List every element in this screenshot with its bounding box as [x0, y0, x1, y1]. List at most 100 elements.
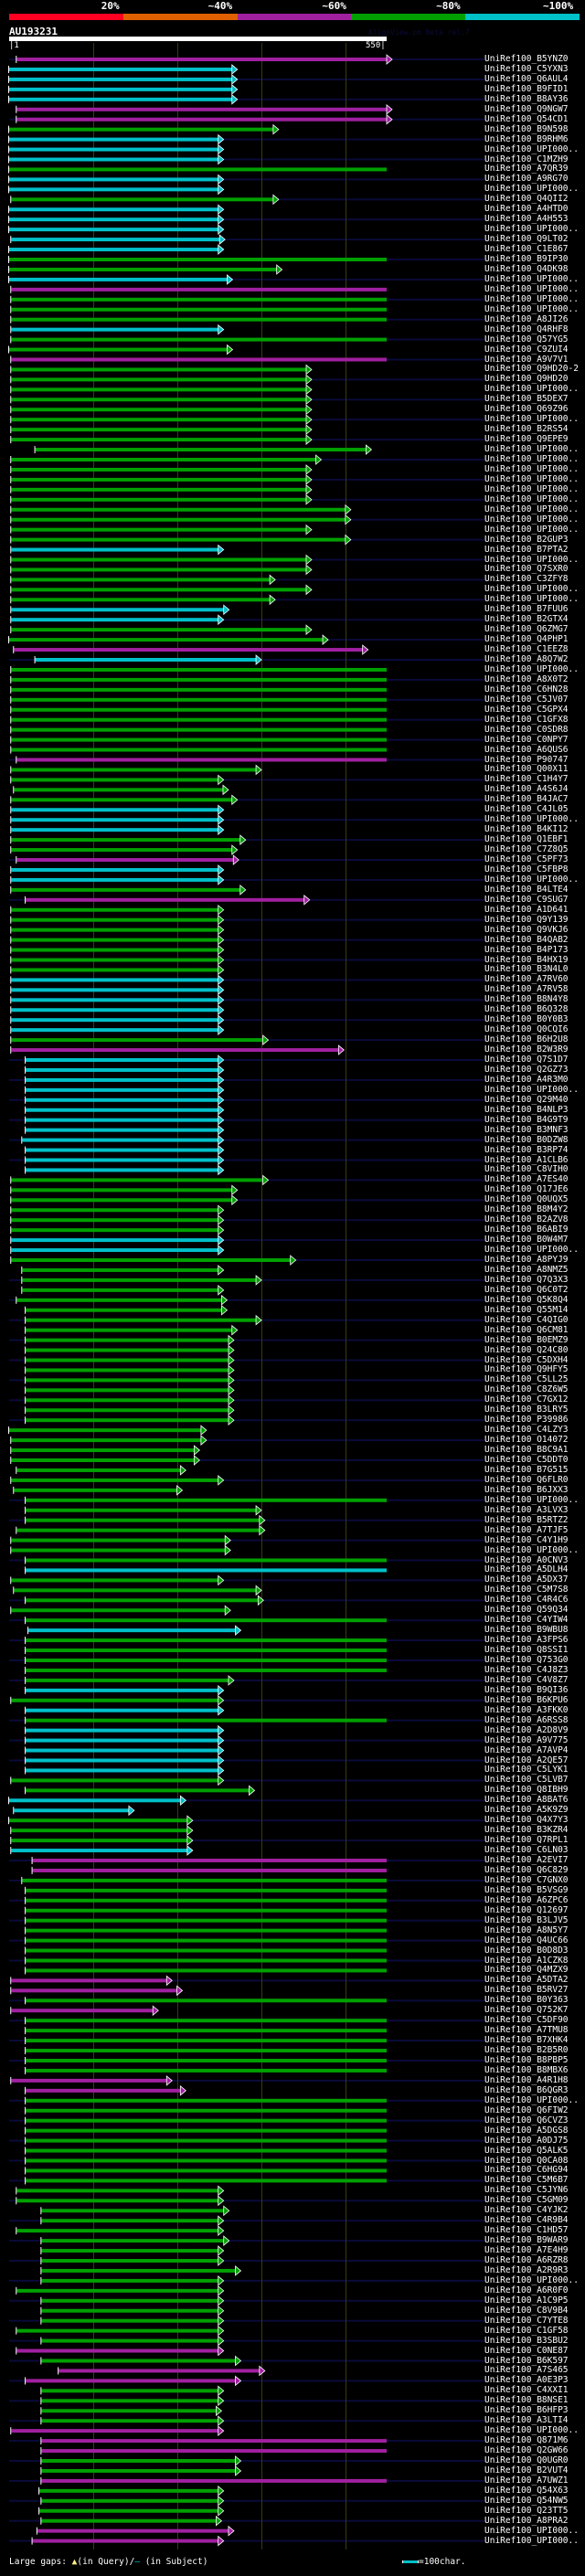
hit-label[interactable]: UniRef100_B2W3R9	[484, 1044, 569, 1055]
hit-label[interactable]: UniRef100_A7TMU8	[484, 2025, 569, 2036]
hit-label[interactable]: UniRef100_C7GX12	[484, 1394, 569, 1405]
hit-label[interactable]: UniRef100_B8NSE1	[484, 2395, 569, 2406]
hit-label[interactable]: UniRef100_B4LTE4	[484, 884, 569, 895]
hit-label[interactable]: UniRef100_B6HFP3	[484, 2405, 569, 2416]
hit-label[interactable]: UniRef100_Q9NGW7	[484, 103, 569, 114]
hit-label[interactable]: UniRef100_O14072	[484, 1435, 569, 1446]
hit-label[interactable]: UniRef100_A8X0T2	[484, 673, 569, 684]
hit-label[interactable]: UniRef100_B6JXX3	[484, 1484, 569, 1495]
hit-label[interactable]: UniRef100_A1C9P5	[484, 2295, 569, 2306]
hit-label[interactable]: UniRef100_C1GFX8	[484, 714, 569, 725]
hit-label[interactable]: UniRef100_UPI000..	[484, 2094, 579, 2105]
hit-label[interactable]: UniRef100_A2D8V9	[484, 1724, 569, 1735]
hit-label[interactable]: UniRef100_A8N5Y7	[484, 1924, 569, 1935]
hit-label[interactable]: UniRef100_A4HTD0	[484, 204, 569, 215]
hit-label[interactable]: UniRef100_A7ES40	[484, 1174, 569, 1185]
hit-label[interactable]: UniRef100_A6QUS6	[484, 744, 569, 755]
hit-label[interactable]: UniRef100_B6H2U8	[484, 1034, 569, 1045]
hit-label[interactable]: UniRef100_UPI000..	[484, 663, 579, 674]
hit-label[interactable]: UniRef100_UPI000..	[484, 303, 579, 314]
hit-label[interactable]: UniRef100_B2VUT4	[484, 2465, 569, 2475]
hit-label[interactable]: UniRef100_C1E867	[484, 244, 569, 255]
hit-label[interactable]: UniRef100_Q4DK98	[484, 263, 569, 274]
hit-label[interactable]: UniRef100_C5GM09	[484, 2195, 569, 2206]
hit-label[interactable]: UniRef100_A5DX37	[484, 1574, 569, 1585]
hit-label[interactable]: UniRef100_A8NMZ5	[484, 1264, 569, 1275]
hit-label[interactable]: UniRef100_B0DZW8	[484, 1134, 569, 1145]
hit-label[interactable]: UniRef100_C4LZY3	[484, 1425, 569, 1436]
hit-label[interactable]: UniRef100_UPI000..	[484, 1544, 579, 1555]
hit-label[interactable]: UniRef100_B4P173	[484, 944, 569, 955]
hit-label[interactable]: UniRef100_Q4X7Y3	[484, 1815, 569, 1826]
hit-label[interactable]: UniRef100_C9SUG7	[484, 894, 569, 905]
hit-label[interactable]: UniRef100_C4V8Z7	[484, 1674, 569, 1685]
hit-label[interactable]: UniRef100_B8PBP5	[484, 2055, 569, 2065]
hit-label[interactable]: UniRef100_C5GPX4	[484, 704, 569, 715]
hit-label[interactable]: UniRef100_A1CLB6	[484, 1154, 569, 1165]
hit-label[interactable]: UniRef100_A5K9Z9	[484, 1805, 569, 1816]
hit-label[interactable]: UniRef100_Q871M6	[484, 2435, 569, 2446]
hit-label[interactable]: UniRef100_A3FKK0	[484, 1704, 569, 1715]
hit-label[interactable]: UniRef100_Q2GW66	[484, 2445, 569, 2456]
hit-label[interactable]: UniRef100_A6RZR8	[484, 2255, 569, 2265]
hit-label[interactable]: UniRef100_B4JAC7	[484, 794, 569, 805]
hit-label[interactable]: UniRef100_Q9Y139	[484, 914, 569, 925]
hit-label[interactable]: UniRef100_B5RV27	[484, 1985, 569, 1996]
hit-label[interactable]: UniRef100_C4QIG0	[484, 1314, 569, 1325]
hit-label[interactable]: UniRef100_UPI000..	[484, 444, 579, 455]
hit-label[interactable]: UniRef100_B4NLP3	[484, 1104, 569, 1115]
hit-label[interactable]: UniRef100_C5M7S8	[484, 1585, 569, 1595]
hit-label[interactable]: UniRef100_C5YXN3	[484, 63, 569, 74]
hit-label[interactable]: UniRef100_Q5K8Q4	[484, 1294, 569, 1305]
hit-label[interactable]: UniRef100_A2R9R3	[484, 2264, 569, 2275]
hit-label[interactable]: UniRef100_C4YJK2	[484, 2205, 569, 2216]
hit-label[interactable]: UniRef100_C4R4C6	[484, 1595, 569, 1606]
hit-label[interactable]: UniRef100_A4S6J4	[484, 784, 569, 795]
hit-label[interactable]: UniRef100_Q7S1D7	[484, 1055, 569, 1065]
hit-label[interactable]: UniRef100_A7TJF5	[484, 1524, 569, 1535]
hit-label[interactable]: UniRef100_A7RV60	[484, 974, 569, 985]
hit-label[interactable]: UniRef100_UPI000..	[484, 2525, 579, 2536]
hit-label[interactable]: UniRef100_UPI000..	[484, 1245, 579, 1256]
hit-label[interactable]: UniRef100_Q7Q3X3	[484, 1274, 569, 1285]
hit-label[interactable]: UniRef100_A7UWZ1	[484, 2475, 569, 2486]
hit-label[interactable]: UniRef100_C5DDT0	[484, 1455, 569, 1465]
hit-label[interactable]: UniRef100_B0D8D3	[484, 1945, 569, 1956]
hit-label[interactable]: UniRef100_B5VSG9	[484, 1884, 569, 1895]
hit-label[interactable]: UniRef100_Q4RHF8	[484, 323, 569, 334]
hit-label[interactable]: UniRef100_B6KPU6	[484, 1694, 569, 1705]
hit-label[interactable]: UniRef100_UPI000..	[484, 1084, 579, 1095]
hit-label[interactable]: UniRef100_C5LYK1	[484, 1765, 569, 1776]
hit-label[interactable]: UniRef100_B3MNF3	[484, 1124, 569, 1135]
hit-label[interactable]: UniRef100_B0EMZ9	[484, 1334, 569, 1345]
hit-label[interactable]: UniRef100_A3FPS6	[484, 1635, 569, 1646]
hit-label[interactable]: UniRef100_C1HD57	[484, 2225, 569, 2236]
hit-label[interactable]: UniRef100_C5FBP8	[484, 864, 569, 875]
hit-label[interactable]: UniRef100_A2EVI7	[484, 1855, 569, 1865]
hit-label[interactable]: UniRef100_Q7RPL1	[484, 1835, 569, 1846]
hit-label[interactable]: UniRef100_A8PYJ9	[484, 1255, 569, 1265]
hit-label[interactable]: UniRef100_Q6FLR0	[484, 1474, 569, 1485]
hit-label[interactable]: UniRef100_UPI000..	[484, 504, 579, 514]
hit-label[interactable]: UniRef100_A5DTA2	[484, 1975, 569, 1986]
hit-label[interactable]: UniRef100_A8Q7W2	[484, 654, 569, 664]
hit-label[interactable]: UniRef100_C8Z6W5	[484, 1384, 569, 1395]
hit-label[interactable]: UniRef100_UPI000..	[484, 554, 579, 565]
hit-label[interactable]: UniRef100_Q6CVZ3	[484, 2115, 569, 2125]
hit-label[interactable]: UniRef100_C5PF73	[484, 854, 569, 864]
hit-label[interactable]: UniRef100_B6ABI9	[484, 1224, 569, 1235]
hit-label[interactable]: UniRef100_UPI000..	[484, 2535, 579, 2546]
hit-label[interactable]: UniRef100_C4R9B4	[484, 2215, 569, 2226]
hit-label[interactable]: UniRef100_Q4MZX9	[484, 1965, 569, 1976]
hit-label[interactable]: UniRef100_C3ZFY8	[484, 574, 569, 585]
hit-label[interactable]: UniRef100_B9N598	[484, 123, 569, 134]
hit-label[interactable]: UniRef100_B4G9T9	[484, 1114, 569, 1125]
hit-label[interactable]: UniRef100_B8MBX6	[484, 2064, 569, 2075]
hit-label[interactable]: UniRef100_P90747	[484, 754, 569, 765]
hit-label[interactable]: UniRef100_C7GNX0	[484, 1874, 569, 1885]
hit-label[interactable]: UniRef100_B7FUU6	[484, 604, 569, 615]
hit-label[interactable]: UniRef100_A7RV58	[484, 984, 569, 995]
hit-label[interactable]: UniRef100_Q0UQX5	[484, 1194, 569, 1205]
hit-label[interactable]: UniRef100_Q6C829	[484, 1864, 569, 1875]
hit-label[interactable]: UniRef100_Q6AUL4	[484, 73, 569, 84]
